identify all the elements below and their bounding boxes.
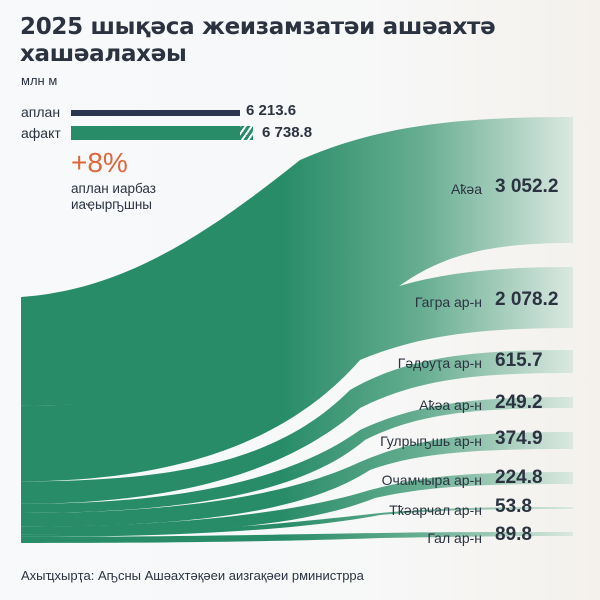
flow-gagra: [21, 267, 573, 482]
node-value-akwa: 3 052.2: [495, 176, 559, 197]
percent-change: +8%: [71, 147, 128, 178]
plan-value: 6 213.6: [246, 102, 297, 119]
node-label-akwa: Аҟәа: [450, 181, 482, 197]
node-value-gagra: 2 078.2: [495, 289, 559, 310]
flow-gadouta: [21, 350, 573, 504]
flow-gulrypsh: [21, 432, 573, 527]
node-label-ochamchira: Очамчыра ар-н: [381, 472, 482, 488]
node-value-gal: 89.8: [495, 524, 532, 545]
flow-akwa: [21, 117, 573, 406]
flow-gal: [21, 532, 573, 543]
page-title: 2025 шықәса жеизамзатәи ашәахтә хашәалах…: [20, 14, 496, 67]
node-label-gagra: Гагра ар-н: [414, 294, 482, 310]
node-value-ochamchira: 224.8: [495, 467, 543, 488]
node-label-gadouta: Гәдоуҭа ар-н: [397, 355, 482, 371]
flow-tkvarchal: [21, 507, 573, 537]
flow-ochamchira: [21, 472, 573, 535]
fact-bar: [71, 126, 240, 140]
node-label-akwa-region: Аҟәа ар-н: [419, 397, 482, 413]
node-value-gulrypsh: 374.9: [495, 428, 543, 449]
plan-bar: [71, 110, 240, 116]
flow-akwa-region: [21, 397, 573, 513]
percent-note: аплан иарбаз иаҿырҧшны: [71, 181, 156, 213]
plan-label: аплан: [21, 104, 61, 120]
node-label-gal: Гал ар-н: [427, 530, 482, 546]
node-value-tkvarchal: 53.8: [495, 496, 532, 517]
percent-note-line2: иаҿырҧшны: [71, 197, 152, 212]
fact-value: 6 738.8: [262, 124, 313, 141]
fact-bar-excess-hatch: [240, 126, 253, 140]
node-label-gulrypsh: Гулрыҧшь ар-н: [380, 433, 482, 449]
node-value-akwa-region: 249.2: [495, 392, 543, 413]
percent-note-line1: аплан иарбаз: [71, 181, 156, 196]
node-value-gadouta: 615.7: [495, 350, 543, 371]
unit-label: млн м: [21, 73, 58, 88]
node-label-tkvarchal: Тҟәарчал ар-н: [389, 502, 482, 518]
fact-label: афакт: [21, 125, 61, 141]
source-note: Ахыҵхырҭа: Аҧсны Ашәахтәқәеи аизгақәеи р…: [21, 568, 364, 583]
